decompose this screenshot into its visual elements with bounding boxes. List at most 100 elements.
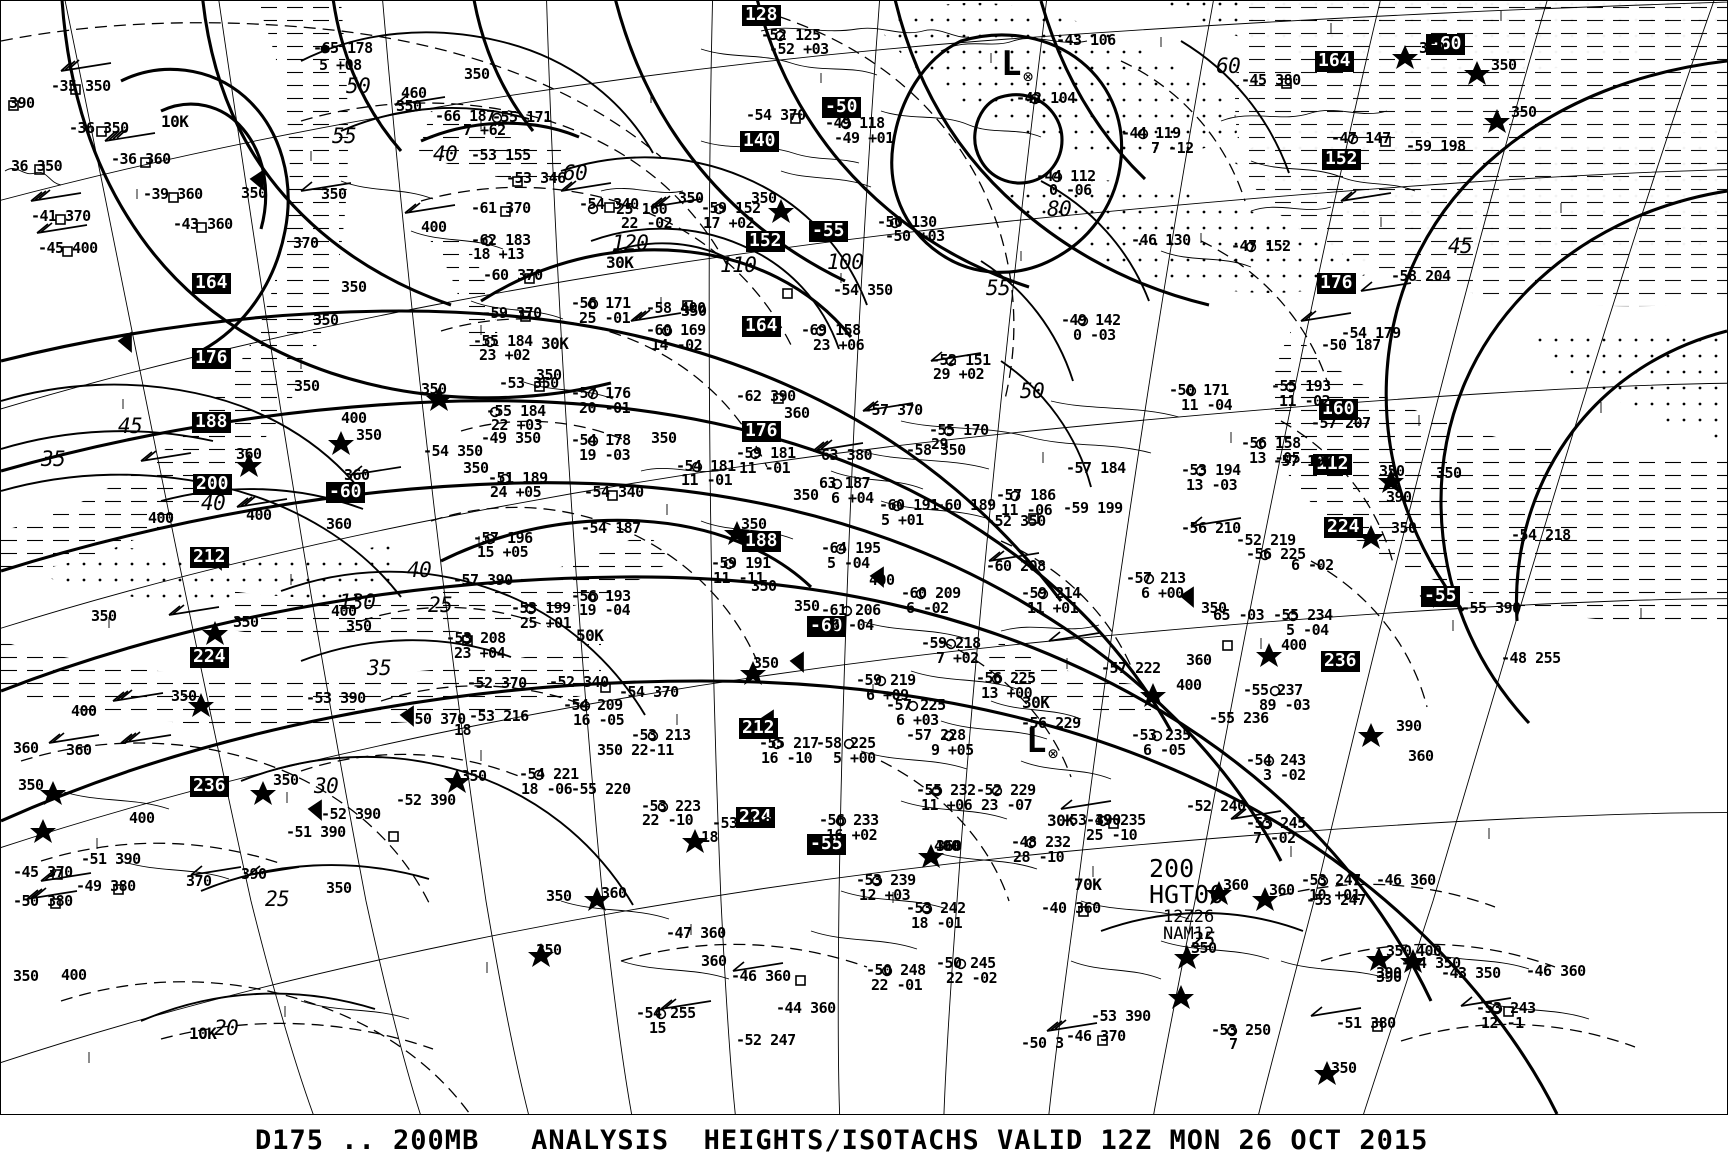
isotach-label: 130 [339,590,376,614]
wind-flag-label: 350 [1436,464,1462,482]
station-plot: -53 247 [1301,871,1361,889]
map-area: 128 140 152 164 176 188 212 224 164 176 188 200 212 2… [0,0,1728,1115]
height-contour-label: 224 [1324,517,1363,538]
station-plot: -53 390 [1091,1007,1151,1025]
station-plot: -42 104 [1016,89,1076,107]
station-plot: -44 119 [1121,124,1181,142]
station-plot: -43 350 [1441,964,1501,982]
station-plot: 18 +13 [473,245,525,263]
station-plot: 18 [701,828,719,846]
station-plot: -59 370 [482,304,542,322]
low-center-marker: L [1026,721,1047,761]
wind-flag-label: 350 [356,426,382,444]
station-plot: -56 229 [1021,714,1081,732]
station-plot: -54 178 [571,431,631,449]
station-plot: 22 -10 [642,811,694,829]
wind-flag-label: 400 [421,218,447,236]
station-plot: 11 +01 [1027,599,1079,617]
wind-flag-label: 350 [751,577,777,595]
station-plot: 0 -03 [1073,326,1116,344]
station-plot: -51 390 [286,823,346,841]
temperature-box-label: -60 [1426,34,1465,55]
station-plot: 28 -10 [1013,848,1065,866]
jet-level-label: 30K [541,334,569,353]
isotach-label: 45 [118,414,143,438]
station-plot: 7 +62 [463,121,506,139]
wind-flag-label: 350 [313,311,339,329]
wind-flag-label: 360 [326,515,352,533]
station-plot: -57 197 [1273,452,1333,470]
station-plot: 89 -03 [1259,696,1311,714]
station-plot: 7 +02 [936,649,979,667]
station-plot: -47 147 [1331,129,1391,147]
station-plot: -52 240 [1186,797,1246,815]
wind-flag-label: 360 [1408,747,1434,765]
station-plot: -45 380 [1241,71,1301,89]
wind-flag-label: 400 [148,509,174,527]
station-plot: -54 370 [619,683,679,701]
height-contours [1,1,1727,1114]
station-plot: -52 247 [736,1031,796,1049]
isotach-label: 40 [201,491,226,515]
wind-flag-label: 390 [241,865,267,883]
isotach-label: 25 [1191,928,1216,952]
station-plot: 25 -10 [1086,826,1138,844]
station-plot: 12 +03 [859,886,911,904]
temperature-contours [1,10,1636,1114]
station-plot: -59 198 [1406,137,1466,155]
wind-flag-label: 360 [236,445,262,463]
station-plot: -55 184 [486,402,546,420]
wind-flag-label: 400 [341,409,367,427]
station-plot: -52 +03 [769,40,829,58]
station-plot: 22 -01 [871,976,923,994]
wind-flag-label: 350 [13,967,39,985]
station-plot: -52 350 [986,512,1046,530]
height-contour-label: 160 [1319,399,1358,420]
height-contour-label: 236 [190,776,229,797]
station-plot: 5 +00 [833,749,876,767]
station-plot: -46 360 [1376,871,1436,889]
wind-flag-label: 400 [934,837,960,855]
station-plot: -59 214 [1021,584,1081,602]
station-plot: -69 158 [801,321,861,339]
isotach-label: 50 [1020,379,1045,403]
station-plot: -55 390 [1461,599,1521,617]
station-plot: -54 179 [1341,324,1401,342]
station-plot: -55 184 [473,332,533,350]
station-plot: -57 186 [996,486,1056,504]
station-plot: -51 380 [1336,1014,1396,1032]
wind-flag-label: 350 [793,486,819,504]
station-plot: 25 160 [616,200,668,218]
temperature-box-label: -50 [822,97,861,118]
station-plot: -59 181 [736,444,796,462]
station-plot: -49 235 [1086,811,1146,829]
latlon-grid [1,1,1727,1114]
station-plot: -60 191 [879,496,939,514]
station-plot: -50 248 [866,961,926,979]
station-plot: 25 -01 [579,309,631,327]
station-plot: -53 194 [1181,461,1241,479]
station-plot: -54 243 [1246,751,1306,769]
station-plot: 16 -10 [761,749,813,767]
station-plot: -53 390 [1061,811,1121,829]
station-plot: -61 370 [471,199,531,217]
station-plot: -65 178 [313,39,373,57]
station-plot: -58 400 [646,299,706,317]
station-plot: 5 +01 [881,511,924,529]
station-plot: 22 -02 [946,969,998,987]
isotach-label: 110 [720,253,757,277]
station-plot: -52 151 [931,351,991,369]
jet-level-label: 50K [576,626,604,645]
station-plot: -52 229 [976,781,1036,799]
station-plot: 23 +06 [813,336,865,354]
jet-level-label: 10K [189,1024,217,1043]
jet-level-label: 30K [1022,693,1050,712]
station-plot: -41 370 [31,207,91,225]
station-plot: -59 218 [921,634,981,652]
station-plot: -43 106 [1056,31,1116,49]
isotach-label: 20 [214,1016,239,1040]
station-plot: -54 370 [746,106,806,124]
station-plot: -50 171 [1169,381,1229,399]
wind-barbs [8,30,1514,1085]
